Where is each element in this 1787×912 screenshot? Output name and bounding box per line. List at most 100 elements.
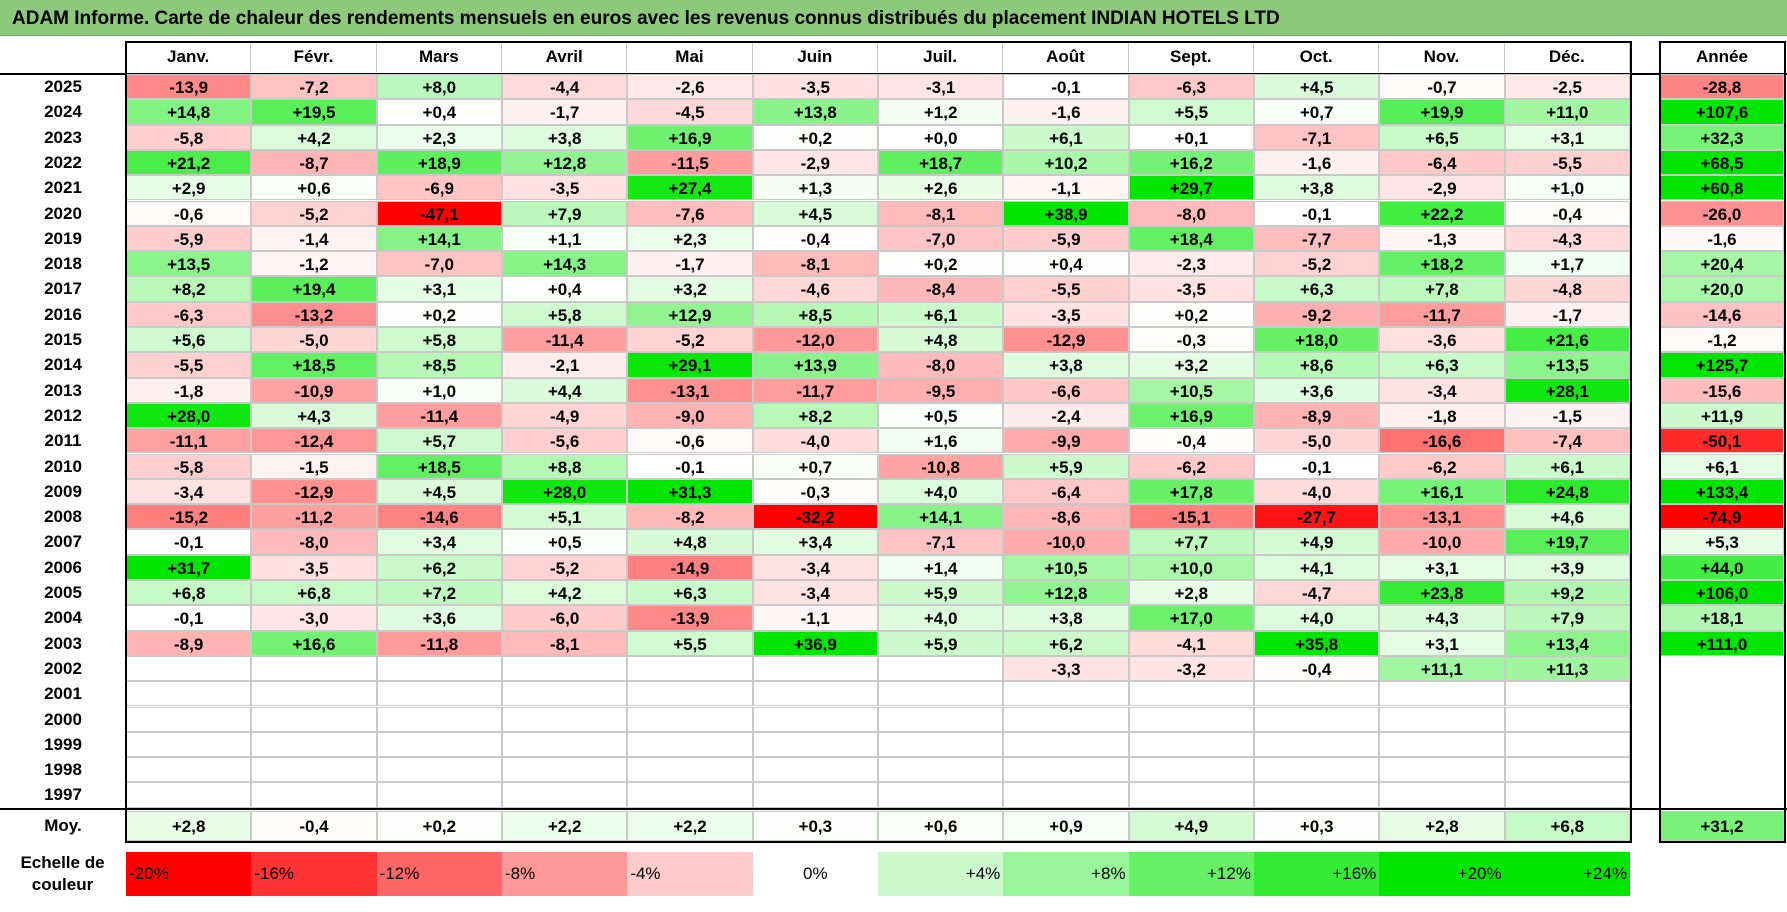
heatmap-cell: +0,5 [877,402,1004,429]
heatmap-cell: +1,2 [877,99,1004,125]
heatmap-cell [627,706,753,732]
heatmap-cell: +8,5 [752,301,878,327]
month-header: Avril [501,42,628,72]
heatmap-cell: -8,0 [877,352,1004,378]
average-cell: +2,8 [1379,811,1505,841]
heatmap-cell [1128,706,1254,732]
heatmap-cell [126,655,252,682]
heatmap-cell [627,757,753,783]
heatmap-cell: -3,5 [1128,276,1254,302]
heatmap-cell: +6,1 [1504,453,1630,479]
heatmap-cell [752,681,878,707]
heatmap-cell: +4,2 [251,124,377,150]
average-cell: +0,6 [877,811,1004,841]
heatmap-cell [501,782,628,808]
annual-cell: +133,4 [1660,478,1784,505]
heatmap-cell [126,757,252,783]
color-scale-swatch: -4% [627,852,753,896]
heatmap-cell: +13,9 [752,352,878,378]
heatmap-cell: +10,2 [1003,149,1129,176]
heatmap-cell: -5,2 [251,200,377,226]
annual-cell: +107,6 [1660,99,1784,125]
heatmap-cell: -4,0 [752,428,878,454]
heatmap-cell: -14,9 [627,554,753,580]
color-scale-swatch: 0% [752,852,878,896]
color-scale-swatch: -16% [251,852,377,896]
heatmap-cell: +4,1 [1253,554,1380,580]
color-scale-swatch: -12% [376,852,502,896]
heatmap-cell: -0,1 [1253,453,1380,479]
heatmap-cell: +3,1 [1379,554,1505,580]
heatmap-cell: -7,1 [1253,124,1380,150]
year-label: 2025 [44,77,82,96]
heatmap-cell: -1,8 [1379,402,1505,429]
heatmap-cell: -1,7 [501,99,628,125]
heatmap-cell [752,731,878,758]
heatmap-cell [1128,757,1254,783]
heatmap-cell: +35,8 [1253,630,1380,656]
heatmap-cell [1003,706,1129,732]
heatmap-cell [1003,731,1129,758]
annual-cell: -74,9 [1660,504,1784,530]
heatmap-cell: +3,8 [1003,352,1129,378]
heatmap-cell: +2,8 [1128,580,1254,606]
heatmap-cell: -2,1 [501,352,628,378]
heatmap-cell: -11,4 [376,402,502,429]
heatmap-cell: -0,1 [1253,200,1380,226]
heatmap-cell: -27,7 [1253,504,1380,530]
heatmap-cell: +3,9 [1504,554,1630,580]
heatmap-cell: -1,6 [1253,149,1380,176]
heatmap-cell: +2,9 [126,175,252,201]
heatmap-cell: +4,5 [376,478,502,505]
month-header: Sept. [1128,42,1254,72]
year-label: 1999 [44,734,82,754]
heatmap-cell: +14,8 [126,99,252,125]
heatmap-cell [877,655,1004,682]
year-label: 1997 [44,785,82,805]
heatmap-cell: +1,3 [752,175,878,201]
heatmap-cell: -3,4 [126,478,252,505]
heatmap-cell [1003,681,1129,707]
heatmap-cell: +6,8 [251,580,377,606]
heatmap-cell [376,681,502,707]
heatmap-cell: -0,4 [1504,200,1630,226]
heatmap-cell: +3,4 [376,529,502,555]
annual-cell [1660,731,1784,758]
heatmap-cell: +11,1 [1379,655,1505,682]
heatmap-cell: +0,2 [376,301,502,327]
heatmap-cell: +10,5 [1003,554,1129,580]
heatmap-cell: +7,7 [1128,529,1254,555]
heatmap-cell: +16,1 [1379,478,1505,505]
month-header: Juin [752,42,878,72]
average-cell: +0,2 [376,811,502,841]
heatmap-cell [877,757,1004,783]
heatmap-cell: -0,1 [126,605,252,631]
heatmap-cell: -7,6 [627,200,753,226]
heatmap-cell: -8,0 [1128,200,1254,226]
heatmap-cell: -3,5 [752,74,878,100]
heatmap-cell: +0,4 [376,99,502,125]
heatmap-cell [251,782,377,808]
year-header: Année [1660,42,1784,72]
heatmap-cell [126,731,252,758]
heatmap-cell: -0,7 [1379,74,1505,100]
heatmap-cell: +0,2 [877,251,1004,277]
heatmap-cell: +5,9 [877,580,1004,606]
heatmap-cell: -1,4 [251,225,377,252]
heatmap-cell: -0,3 [752,478,878,505]
heatmap-cell: +12,9 [627,301,753,327]
heatmap-cell: -15,1 [1128,504,1254,530]
heatmap-cell: +2,3 [376,124,502,150]
heatmap-cell: +4,4 [501,377,628,403]
heatmap-cell: -10,9 [251,377,377,403]
color-scale-label: Echelle de couleur [0,852,125,896]
annual-cell: -28,8 [1660,74,1784,100]
heatmap-cell [501,655,628,682]
heatmap-cell: -0,4 [752,225,878,252]
heatmap-cell [126,782,252,808]
heatmap-cell: +3,2 [1128,352,1254,378]
heatmap-cell: -4,6 [752,276,878,302]
annual-cell: +6,1 [1660,453,1784,479]
heatmap-cell: +6,3 [627,580,753,606]
heatmap-cell: -8,1 [501,630,628,656]
